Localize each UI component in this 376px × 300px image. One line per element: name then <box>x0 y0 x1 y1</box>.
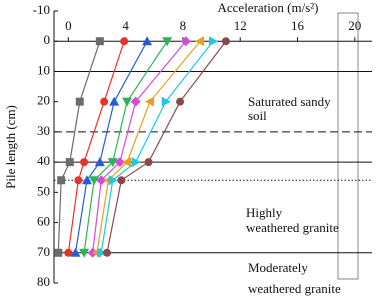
annotation: weathered granite <box>246 220 339 235</box>
marker <box>74 176 83 185</box>
marker <box>117 176 126 185</box>
marker <box>144 96 154 107</box>
x-tick-label: 16 <box>291 18 305 33</box>
annotation: Saturated sandy <box>248 94 331 109</box>
marker <box>122 157 132 168</box>
marker <box>96 175 107 186</box>
y-tick-label: 80 <box>37 274 50 289</box>
marker <box>130 96 141 107</box>
marker <box>114 157 125 168</box>
marker <box>162 37 173 47</box>
marker <box>70 247 81 257</box>
y-tick-label: 10 <box>37 62 50 77</box>
marker <box>79 248 90 258</box>
marker <box>57 176 66 185</box>
marker <box>65 158 74 167</box>
annotation: Highly <box>246 205 283 220</box>
marker <box>103 248 111 257</box>
marker <box>54 248 63 257</box>
y-tick-label: 20 <box>37 93 50 108</box>
x-tick-label: 12 <box>234 18 247 33</box>
y-tick-label: -10 <box>33 2 50 17</box>
x-tick-label: 4 <box>122 18 129 33</box>
marker <box>95 37 104 46</box>
y-tick-label: 70 <box>37 244 50 259</box>
y-axis-title: Pile length (cm) <box>3 105 18 189</box>
marker <box>64 248 73 257</box>
marker <box>144 158 153 167</box>
y-tick-label: 60 <box>37 214 50 229</box>
x-tick-label: 20 <box>348 18 361 33</box>
marker <box>131 157 141 168</box>
marker <box>176 97 185 106</box>
pile <box>337 12 359 280</box>
marker <box>120 37 129 46</box>
marker <box>75 97 84 106</box>
marker <box>89 176 100 186</box>
y-tick-label: 0 <box>44 32 51 47</box>
annotation: weathered granite <box>248 281 341 296</box>
marker <box>108 175 118 186</box>
marker <box>107 158 118 168</box>
annotation: soil <box>248 108 267 123</box>
marker <box>97 247 107 258</box>
marker <box>209 36 218 47</box>
y-tick-label: 50 <box>37 183 50 198</box>
marker <box>80 158 89 167</box>
marker <box>195 36 205 47</box>
marker <box>180 36 191 47</box>
marker <box>161 96 171 107</box>
annotation: Moderately <box>248 260 308 275</box>
marker <box>100 97 109 106</box>
y-tick-label: 40 <box>37 153 50 168</box>
x-tick-label: 8 <box>180 18 187 33</box>
x-axis-title: Acceleration (m/s²) <box>218 0 319 15</box>
marker <box>221 37 230 46</box>
marker <box>81 175 92 185</box>
x-tick-label: 0 <box>65 18 72 33</box>
marker <box>94 157 105 167</box>
marker <box>142 36 153 46</box>
y-tick-label: 30 <box>37 123 50 138</box>
marker <box>109 96 120 106</box>
marker <box>122 97 133 107</box>
